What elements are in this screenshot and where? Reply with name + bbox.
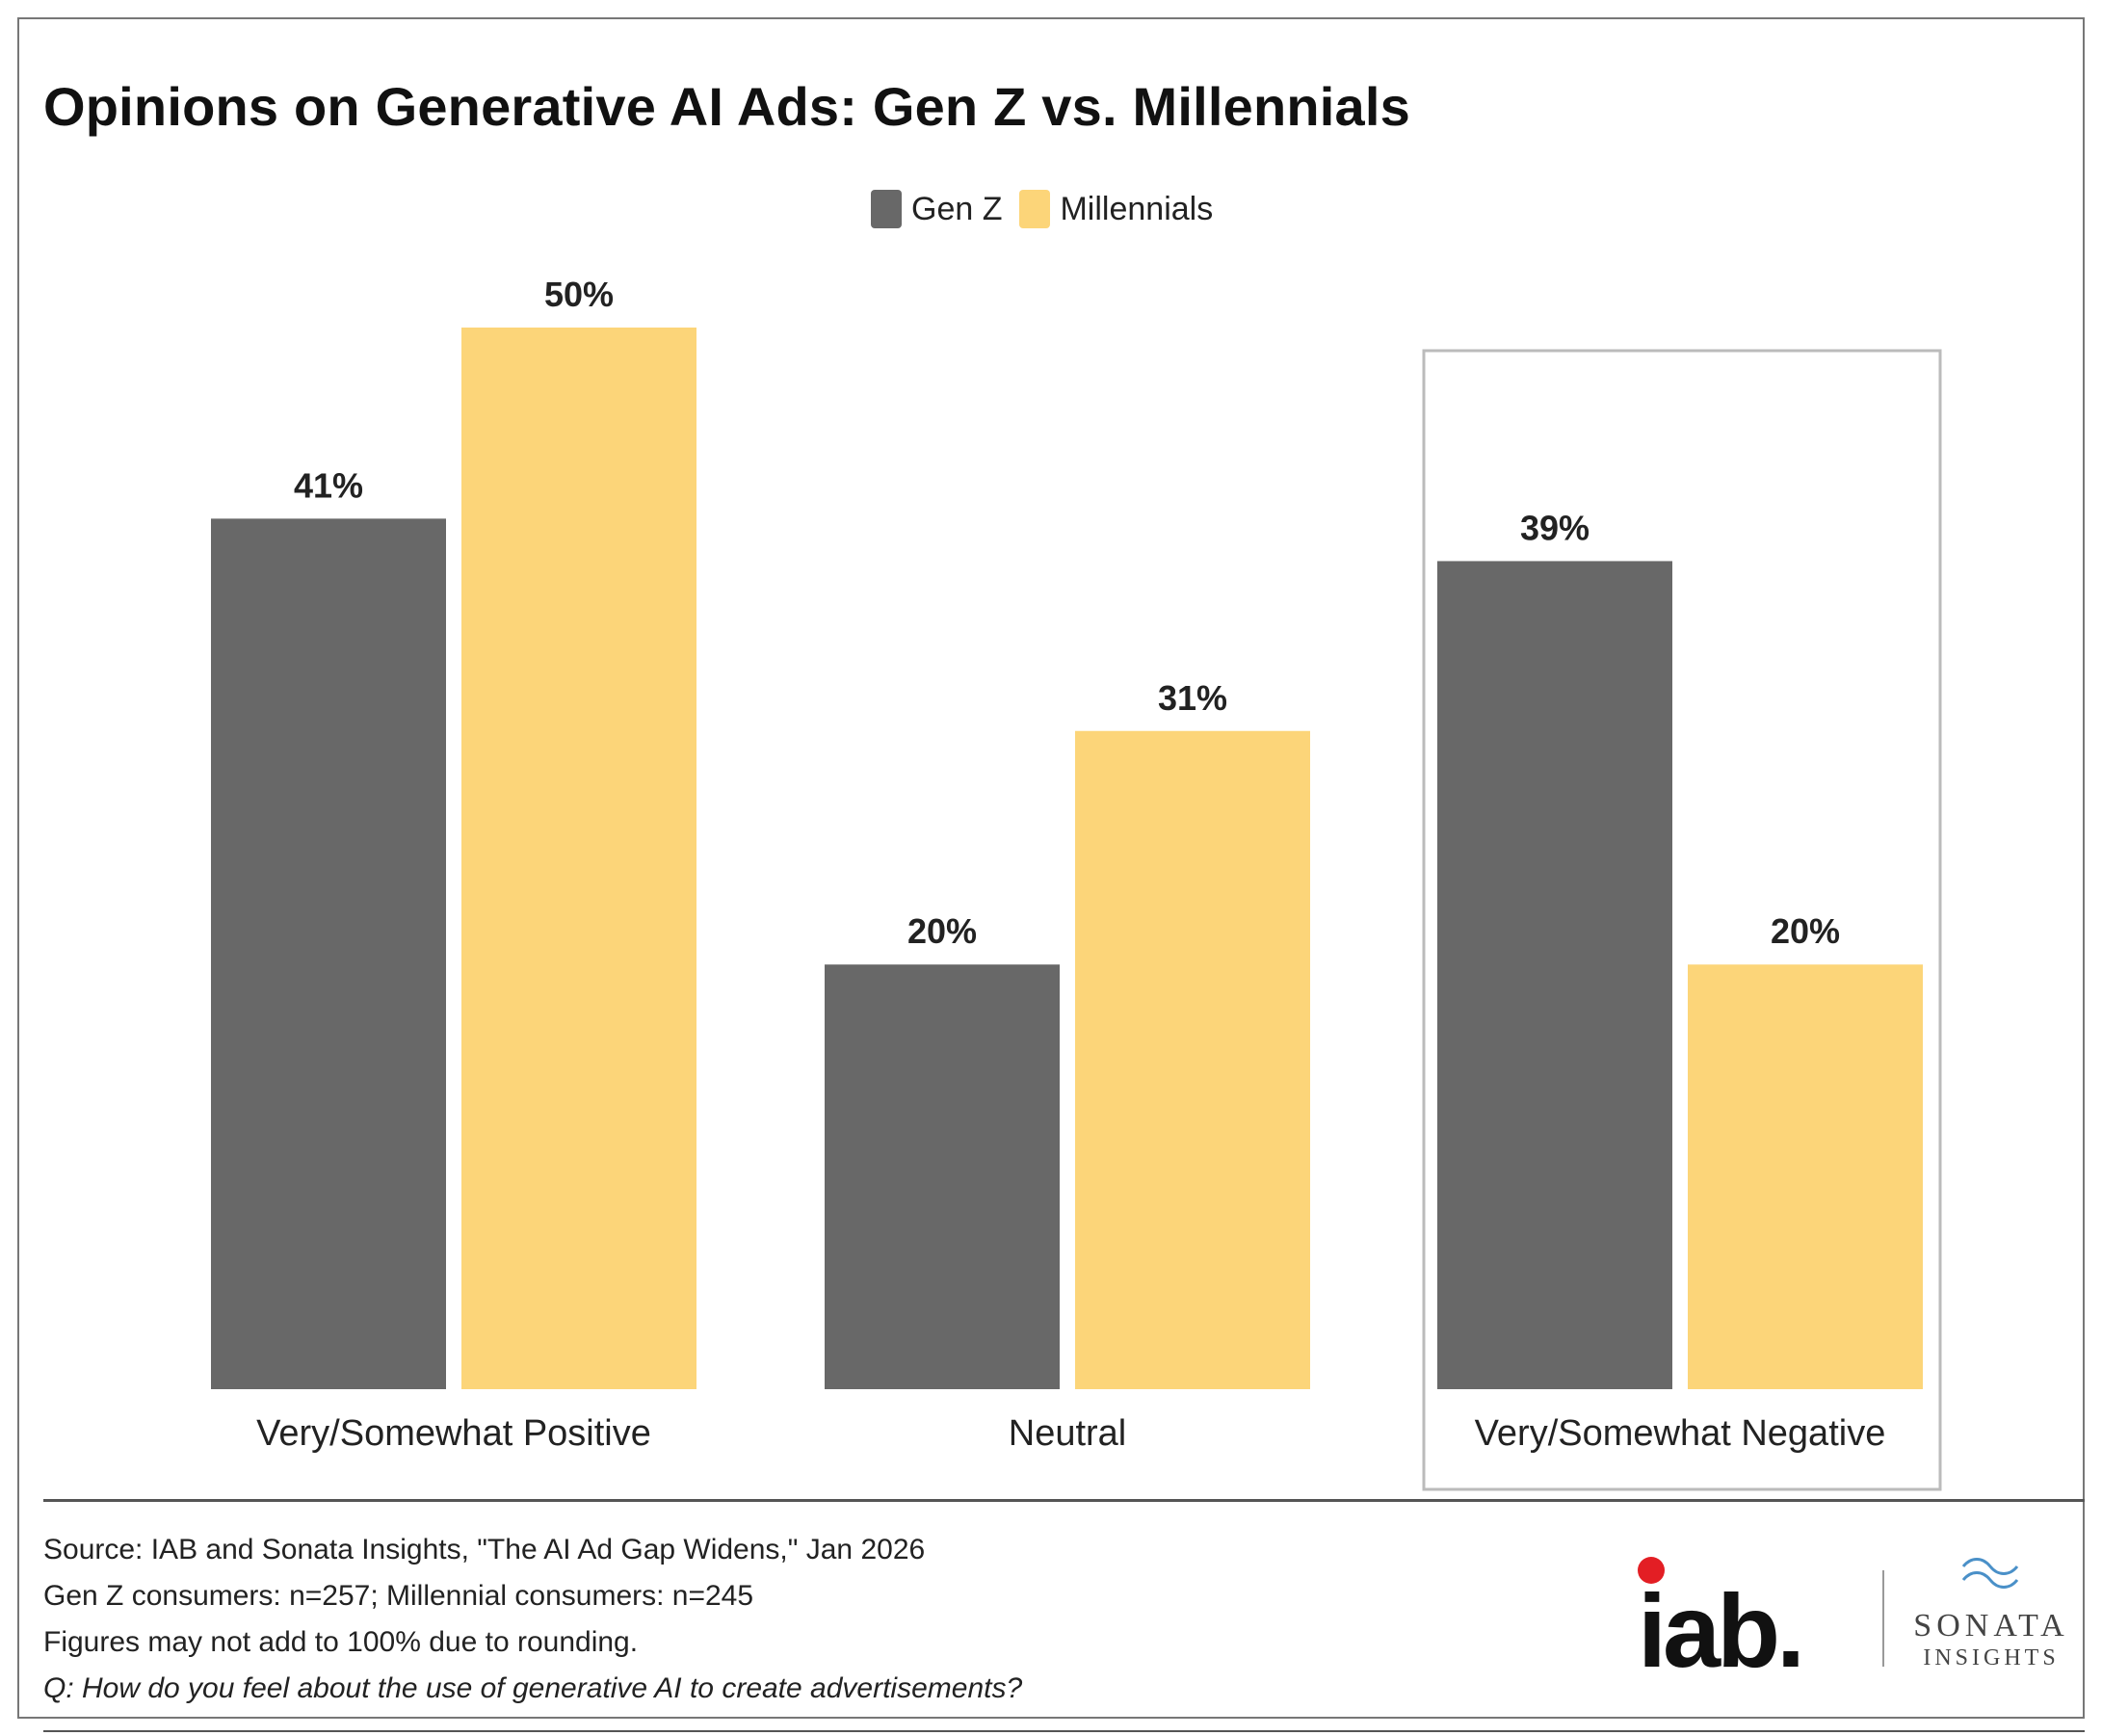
source-note: Source: IAB and Sonata Insights, "The AI… bbox=[43, 1534, 926, 1565]
footnotes: Source: IAB and Sonata Insights, "The AI… bbox=[43, 1527, 1022, 1712]
iab-red-dot bbox=[1638, 1557, 1665, 1584]
iab-wordmark: iab. bbox=[1638, 1572, 1801, 1686]
category-label-1: Neutral bbox=[1009, 1413, 1127, 1454]
bar-millennials-1 bbox=[1075, 730, 1310, 1389]
legend-item-millennials: Millennials bbox=[1019, 190, 1213, 228]
bar-millennials-2 bbox=[1688, 964, 1923, 1389]
category-label-0: Very/Somewhat Positive bbox=[256, 1413, 651, 1454]
sample-note: Gen Z consumers: n=257; Millennial consu… bbox=[43, 1580, 754, 1612]
footer-rule-bottom bbox=[43, 1730, 2085, 1732]
data-label-millennials-2: 20% bbox=[1771, 911, 1840, 951]
chart-title: Opinions on Generative AI Ads: Gen Z vs.… bbox=[43, 76, 1410, 137]
rounding-note: Figures may not add to 100% due to round… bbox=[43, 1626, 639, 1658]
sonata-wave-icon bbox=[1961, 1558, 2019, 1589]
iab-logo: iab. bbox=[1638, 1557, 1805, 1686]
bar-gen-z-1 bbox=[825, 964, 1060, 1389]
chart-frame bbox=[17, 17, 2085, 1719]
legend-item-gen-z: Gen Z bbox=[871, 190, 1002, 228]
data-label-gen-z-2: 39% bbox=[1520, 508, 1590, 547]
sonata-wordmark: SONATA bbox=[1913, 1608, 2068, 1644]
data-label-gen-z-0: 41% bbox=[294, 465, 363, 505]
bar-gen-z-2 bbox=[1437, 561, 1672, 1389]
bar-millennials-0 bbox=[461, 328, 696, 1389]
bar-gen-z-0 bbox=[211, 518, 446, 1389]
legend-swatch-millennials bbox=[1019, 190, 1051, 228]
legend-swatch-gen-z bbox=[871, 190, 902, 228]
insights-wordmark: INSIGHTS bbox=[1923, 1645, 2059, 1670]
sonata-insights-logo: SONATA INSIGHTS bbox=[1913, 1558, 2068, 1670]
publisher-logos: iab. SONATA INSIGHTS bbox=[1638, 1557, 2068, 1686]
data-label-gen-z-1: 20% bbox=[907, 911, 977, 951]
bar-chart: 41% 50% Very/Somewhat Positive 20% 31% Neutra… bbox=[211, 275, 1942, 1491]
data-label-millennials-1: 31% bbox=[1158, 678, 1227, 718]
highlight-box bbox=[1422, 349, 1942, 1491]
chart-legend: Gen Z Millennials bbox=[871, 185, 1230, 233]
question-note: Q: How do you feel about the use of gene… bbox=[43, 1672, 1023, 1704]
legend-label-gen-z: Gen Z bbox=[911, 190, 1003, 227]
legend-label-millennials: Millennials bbox=[1060, 190, 1214, 227]
category-label-2: Very/Somewhat Negative bbox=[1475, 1413, 1886, 1454]
data-label-millennials-0: 50% bbox=[544, 275, 614, 314]
footer-rule-top bbox=[43, 1499, 2085, 1502]
